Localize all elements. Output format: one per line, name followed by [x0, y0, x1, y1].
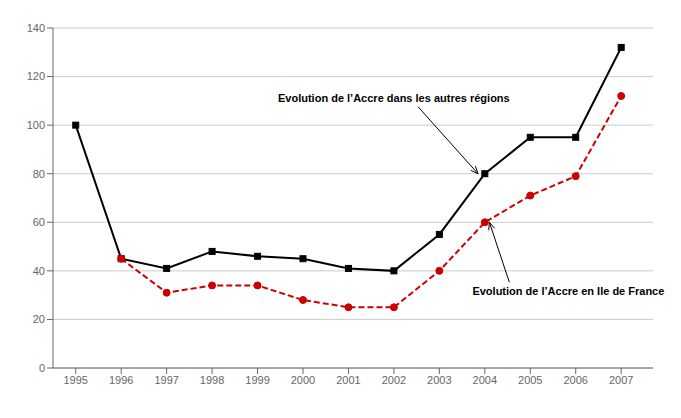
svg-text:1998: 1998 — [200, 374, 224, 386]
svg-text:Evolution de l’Accre dans les: Evolution de l’Accre dans les autres rég… — [278, 92, 510, 104]
svg-text:140: 140 — [27, 22, 45, 34]
svg-text:1997: 1997 — [154, 374, 178, 386]
svg-text:2000: 2000 — [291, 374, 315, 386]
svg-text:20: 20 — [33, 313, 45, 325]
svg-text:2003: 2003 — [427, 374, 451, 386]
svg-text:1999: 1999 — [245, 374, 269, 386]
svg-text:2006: 2006 — [563, 374, 587, 386]
svg-text:1996: 1996 — [109, 374, 133, 386]
svg-text:100: 100 — [27, 119, 45, 131]
svg-text:80: 80 — [33, 168, 45, 180]
svg-text:2004: 2004 — [473, 374, 497, 386]
svg-text:2007: 2007 — [609, 374, 633, 386]
svg-text:120: 120 — [27, 70, 45, 82]
svg-text:40: 40 — [33, 265, 45, 277]
svg-text:2005: 2005 — [518, 374, 542, 386]
svg-text:0: 0 — [39, 362, 45, 374]
svg-text:2002: 2002 — [382, 374, 406, 386]
svg-text:2001: 2001 — [336, 374, 360, 386]
svg-text:Evolution de l’Accre en Ile de: Evolution de l’Accre en Ile de France — [472, 285, 664, 297]
svg-text:60: 60 — [33, 216, 45, 228]
svg-text:1995: 1995 — [63, 374, 87, 386]
